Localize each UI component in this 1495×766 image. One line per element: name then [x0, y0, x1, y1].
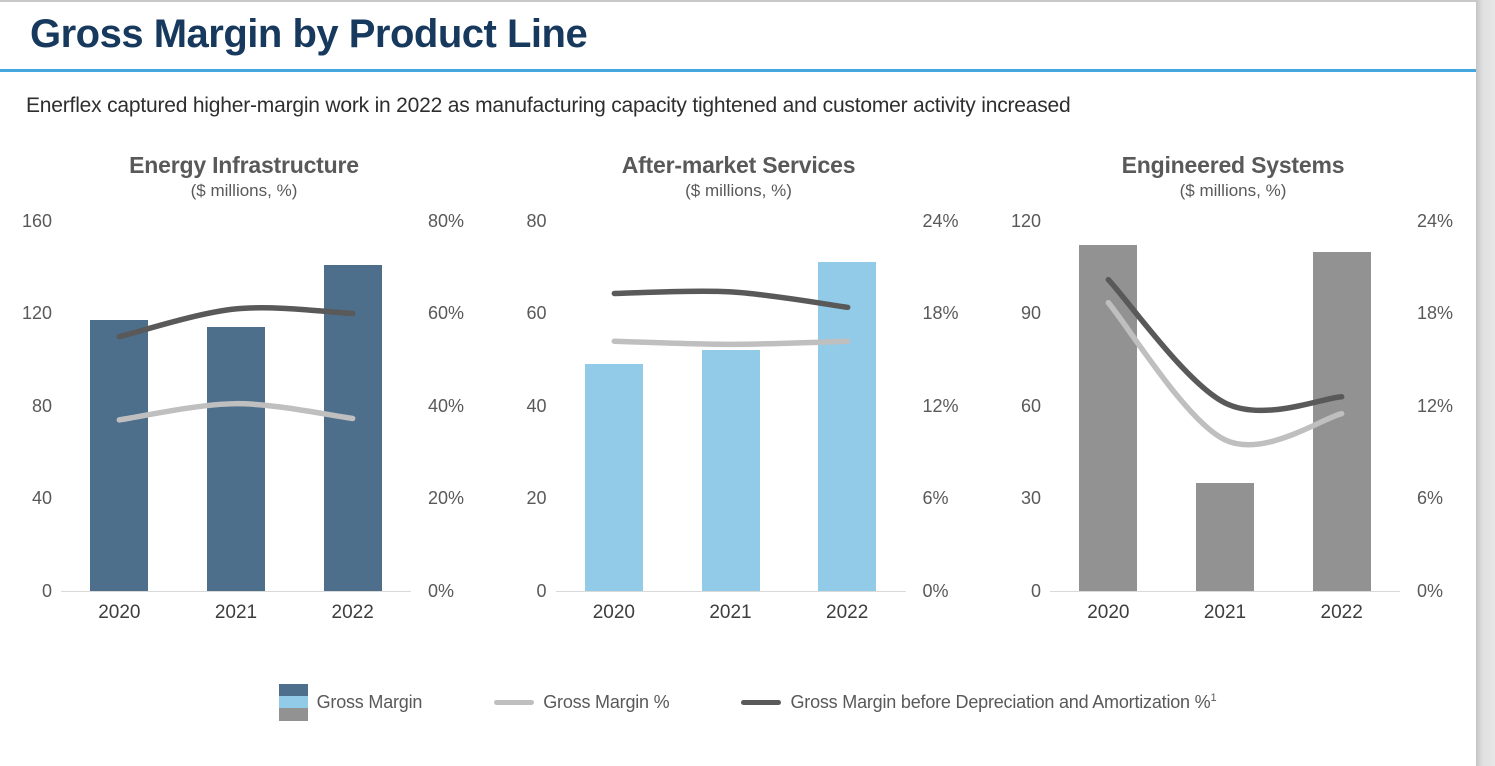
right-axis: 24% 18% 12% 6% 0% [911, 212, 971, 600]
right-axis-tick: 0% [428, 580, 455, 601]
line-gross-margin [1105, 299, 1345, 448]
line-series-layer [1105, 276, 1345, 448]
chart-engineered-systems: Engineered Systems ($ millions, %) 120 90… [993, 152, 1473, 626]
chart-title: Energy Infrastructure [129, 151, 359, 178]
line-gross-margin [611, 338, 850, 347]
line-gross-margin-before-depreciation-and-amortization [1105, 276, 1345, 413]
x-axis-label-2020: 2020 [592, 601, 635, 623]
right-axis: 24% 18% 12% 6% 0% [1405, 212, 1465, 600]
chart-units: ($ millions, %) [685, 180, 792, 200]
left-axis-tick: 0 [1030, 580, 1041, 601]
chart-after-market-services: After-market Services ($ millions, %) 80… [499, 152, 979, 626]
slide-top-edge [0, 0, 1495, 2]
right-axis-tick: 40% [428, 395, 465, 416]
left-axis-tick: 40 [31, 488, 52, 509]
left-axis-tick: 60 [526, 303, 547, 324]
bar-2021 [207, 327, 265, 591]
chart-units: ($ millions, %) [1179, 180, 1287, 200]
x-axis-labels: 2020 2021 2022 [61, 592, 411, 626]
plot-area [61, 221, 411, 592]
legend-label: Gross Margin before Depreciation and Amo… [790, 691, 1217, 712]
line-gross-margin-before-depreciation-and-amortization [116, 304, 356, 340]
left-axis-tick: 120 [21, 303, 52, 324]
swatch-band [278, 696, 308, 709]
x-axis-labels: 2020 2021 2022 [1050, 592, 1400, 626]
chart-units: ($ millions, %) [190, 180, 298, 200]
line-series-layer [611, 288, 850, 347]
x-axis-label-2022: 2022 [331, 601, 374, 623]
bar-2021 [1196, 482, 1254, 591]
left-axis-tick: 0 [536, 580, 547, 601]
swatch-band [278, 683, 308, 697]
plot-area [1050, 221, 1400, 592]
footnote-marker: 1 [1210, 691, 1217, 704]
left-axis-tick: 80 [31, 395, 52, 416]
left-axis-tick: 0 [41, 580, 52, 601]
slide-right-edge [1476, 0, 1495, 766]
left-axis-tick: 160 [21, 210, 52, 231]
chart-title: After-market Services [621, 151, 856, 178]
right-axis-tick: 6% [922, 488, 949, 509]
swatch-band [278, 708, 308, 721]
x-axis-label-2021: 2021 [1203, 601, 1247, 623]
line-gross-margin [116, 400, 356, 423]
legend-item-gross-margin: Gross Margin [278, 683, 423, 721]
right-axis-tick: 0% [1417, 580, 1444, 601]
right-axis-tick: 24% [1417, 210, 1454, 231]
line-series-layer [116, 304, 356, 423]
legend-item-gross-margin-pct: Gross Margin % [494, 691, 670, 713]
right-axis-tick: 60% [428, 303, 465, 324]
gross-margin-bars-swatch [278, 683, 308, 721]
left-axis-tick: 80 [526, 210, 547, 231]
right-axis-tick: 0% [922, 580, 949, 601]
bar-2020 [90, 320, 149, 591]
legend-label: Gross Margin [316, 691, 423, 712]
left-axis-tick: 40 [526, 395, 547, 416]
left-axis-tick: 60 [1020, 395, 1041, 416]
legend-label: Gross Margin % [543, 691, 670, 712]
gross-margin-pct-line-swatch [494, 699, 535, 705]
bar-2020 [584, 364, 643, 591]
bar-2021 [701, 350, 760, 591]
chart-energy-infrastructure: Energy Infrastructure ($ millions, %) 16… [4, 152, 484, 626]
plot-area [555, 221, 906, 592]
x-axis-label-2022: 2022 [826, 601, 869, 623]
page-title: Gross Margin by Product Line [30, 12, 588, 56]
charts-row: Energy Infrastructure ($ millions, %) 16… [0, 118, 1495, 626]
right-axis-tick: 20% [428, 488, 465, 509]
right-axis: 80% 60% 40% 20% 0% [416, 212, 476, 600]
x-axis-label-2021: 2021 [709, 601, 752, 623]
page-subtitle: Enerflex captured higher-margin work in … [26, 93, 1071, 117]
right-axis-tick: 12% [922, 395, 959, 416]
title-accent-rule [0, 68, 1495, 72]
line-gross-margin-before-depreciation-and-amortization [611, 288, 850, 310]
gross-margin-before-da-line-swatch [741, 699, 782, 705]
right-axis-tick: 18% [922, 303, 959, 324]
x-axis-label-2020: 2020 [1087, 601, 1130, 623]
left-axis-tick: 20 [526, 488, 547, 509]
left-axis: 80 60 40 20 0 [499, 212, 551, 600]
bar-2022 [818, 262, 877, 591]
legend-item-gross-margin-before-da-pct: Gross Margin before Depreciation and Amo… [741, 691, 1217, 713]
x-axis-label-2020: 2020 [98, 601, 141, 623]
x-axis-label-2021: 2021 [214, 601, 258, 623]
right-axis-tick: 12% [1417, 395, 1454, 416]
left-axis-tick: 120 [1010, 210, 1041, 231]
left-axis-tick: 30 [1020, 488, 1041, 509]
left-axis: 160 120 80 40 0 [4, 212, 56, 600]
x-axis-labels: 2020 2021 2022 [556, 592, 906, 626]
legend: Gross Margin Gross Margin % Gross Margin… [0, 683, 1495, 721]
right-axis-tick: 80% [428, 210, 465, 231]
bar-2022 [323, 264, 382, 591]
right-axis-tick: 18% [1417, 303, 1454, 324]
left-axis: 120 90 60 30 0 [993, 212, 1045, 600]
left-axis-tick: 90 [1020, 303, 1041, 324]
right-axis-tick: 24% [922, 210, 959, 231]
x-axis-label-2022: 2022 [1320, 601, 1363, 623]
chart-title: Engineered Systems [1121, 151, 1345, 178]
right-axis-tick: 6% [1417, 488, 1444, 509]
